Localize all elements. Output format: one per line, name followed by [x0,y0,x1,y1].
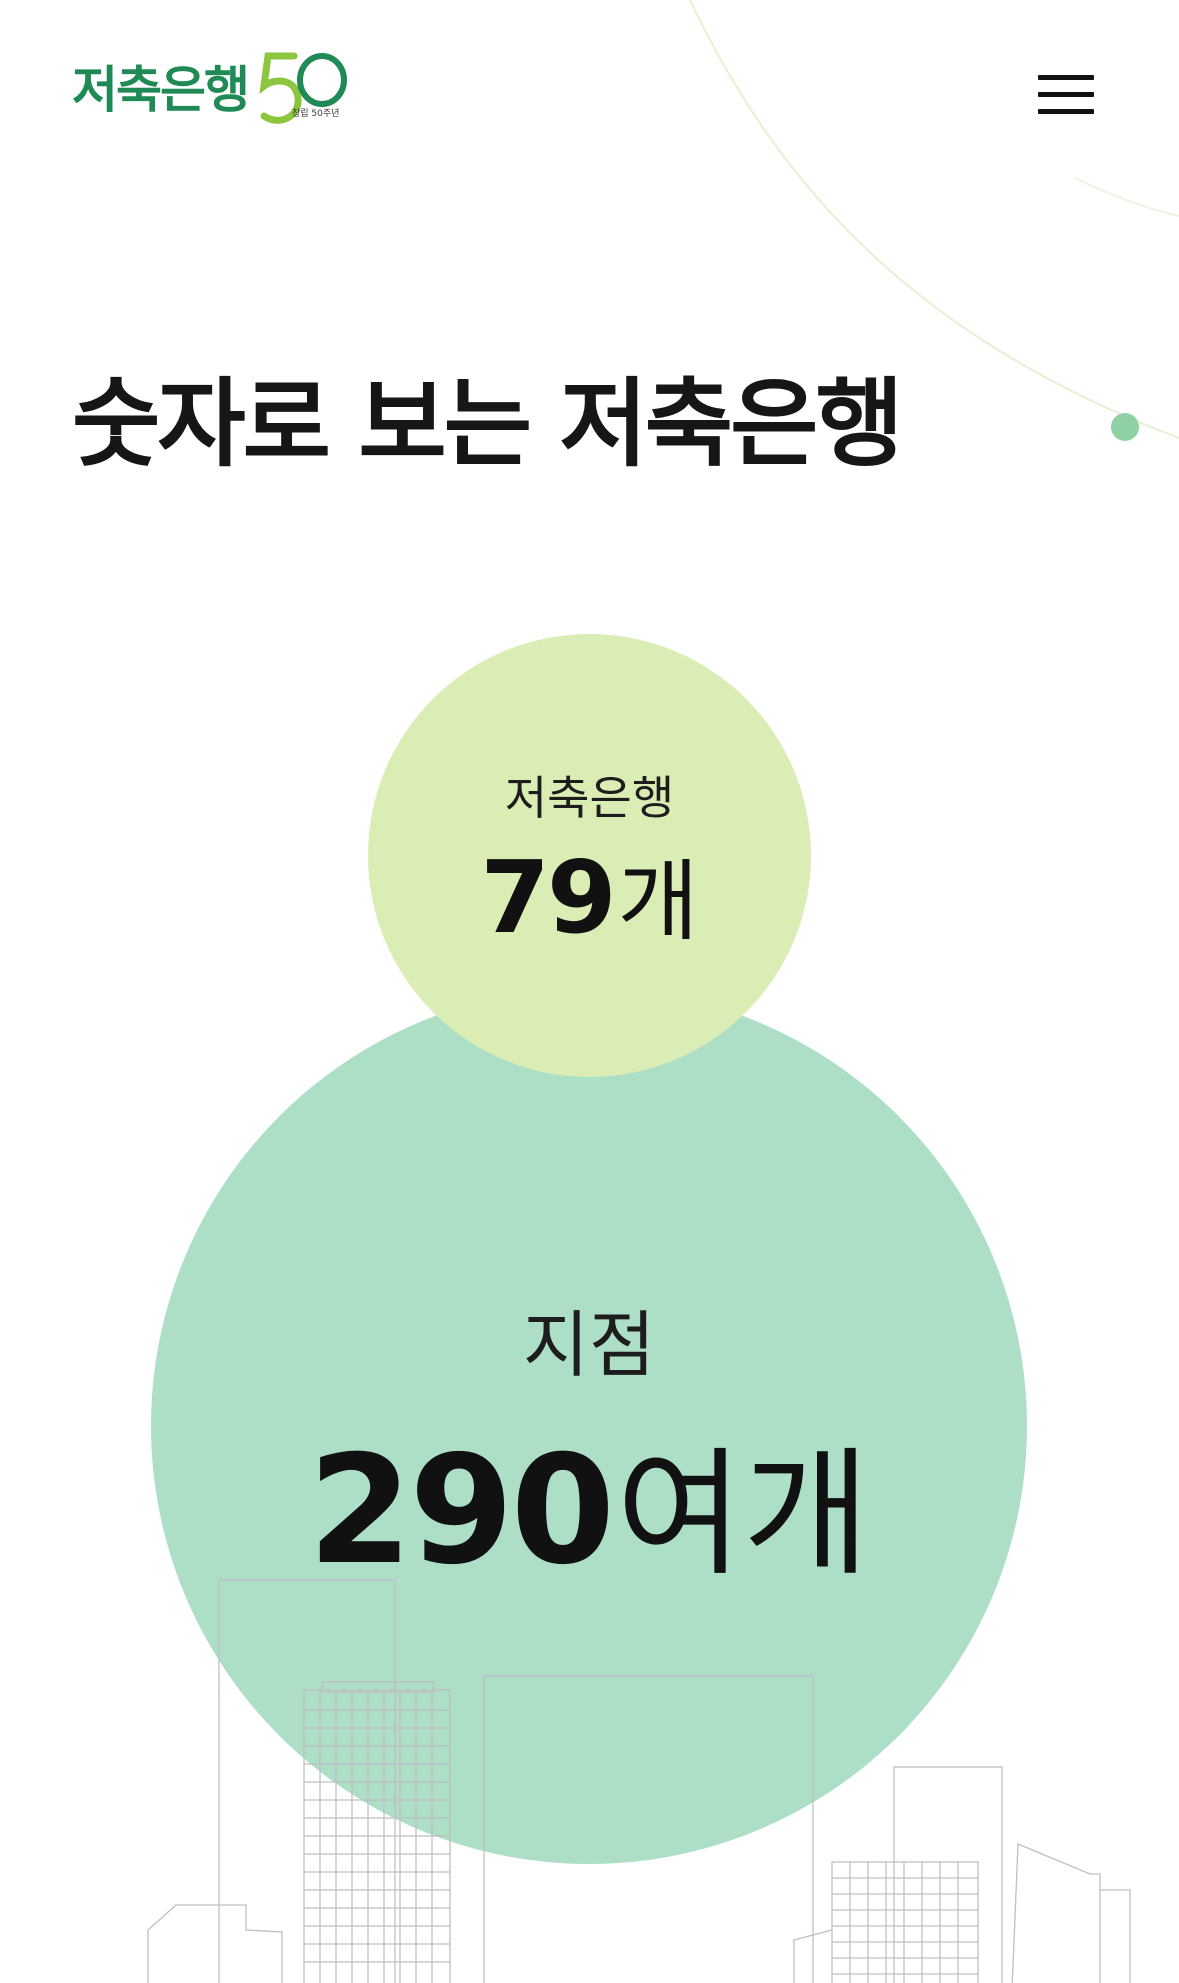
page-title: 숫자로 보는 저축은행 [72,372,901,478]
banks-unit: 개 [618,858,699,946]
banks-value: 79 개 [480,848,698,948]
logo[interactable]: 저축은행 창립 50주년 [72,50,356,130]
stat-bubble-banks: 저축은행 79 개 [368,634,811,1077]
anniversary-50-emblem: 창립 50주년 [256,50,356,130]
site-header: 저축은행 창립 50주년 [0,0,1179,180]
hamburger-menu-icon [1038,75,1094,80]
branches-value: 290 여개 [308,1436,870,1586]
decorative-dot [1111,413,1139,441]
menu-button[interactable] [1030,68,1096,122]
logo-text: 저축은행 [72,65,248,115]
branches-label: 지점 [523,1306,655,1385]
branches-unit: 여개 [616,1446,870,1584]
stat-bubble-branches: 지점 290 여개 [151,988,1027,1864]
logo-anniversary-text: 창립 50주년 [292,106,339,119]
branches-number: 290 [308,1436,612,1586]
banks-label: 저축은행 [505,773,674,824]
banks-number: 79 [480,848,613,948]
